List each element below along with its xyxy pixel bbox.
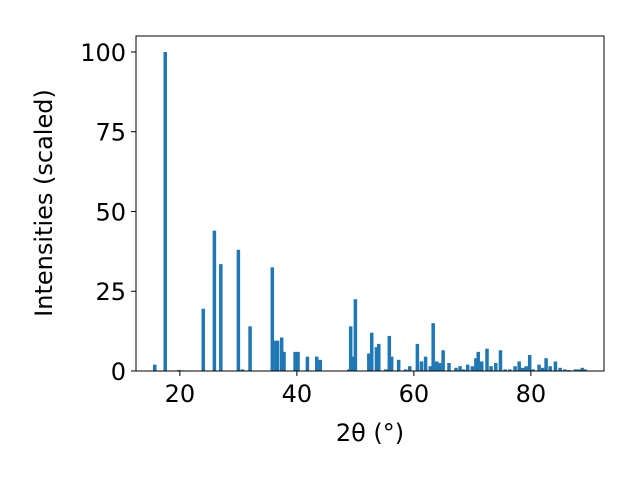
bar: [315, 356, 319, 371]
bar: [558, 367, 562, 371]
x-tick-label: 20: [165, 380, 196, 408]
x-tick-label: 80: [516, 380, 547, 408]
bar: [248, 326, 252, 371]
bar: [240, 369, 245, 371]
bar: [423, 356, 428, 371]
x-tick-label: 40: [282, 380, 313, 408]
bar: [513, 366, 517, 371]
bar: [374, 347, 379, 371]
bar: [282, 351, 286, 371]
bar: [434, 361, 439, 371]
bar: [408, 366, 412, 371]
bar: [389, 356, 394, 371]
plot-frame: [135, 35, 605, 372]
bar: [236, 249, 241, 371]
bar: [474, 358, 478, 371]
bar: [428, 366, 433, 371]
bar: [403, 369, 408, 371]
bar: [384, 369, 388, 371]
bar: [485, 348, 489, 371]
bar: [370, 332, 374, 371]
y-axis-label: Intensities (scaled): [30, 89, 58, 317]
bar: [387, 335, 392, 371]
bar: [454, 367, 458, 371]
bar: [527, 355, 532, 371]
bar: [553, 361, 558, 371]
bar: [212, 230, 217, 371]
bar: [415, 343, 420, 371]
bar: [476, 351, 480, 371]
bar: [458, 366, 462, 371]
bar: [293, 351, 297, 371]
bar: [465, 364, 470, 371]
y-axis-ticks: 0 25 50 75 100: [80, 39, 136, 386]
bar: [470, 366, 475, 371]
bar: [163, 51, 168, 371]
bar: [437, 363, 442, 371]
bar: [537, 364, 541, 371]
bar: [353, 299, 358, 371]
x-tick-label: 60: [399, 380, 430, 408]
bar: [274, 340, 278, 371]
bar: [305, 356, 310, 371]
bar: [524, 366, 528, 371]
bar: [318, 359, 323, 371]
bar: [563, 369, 567, 371]
bar: [544, 358, 548, 371]
bar: [461, 369, 466, 371]
x-axis-ticks: 20 40 60 80: [165, 371, 547, 408]
bar: [573, 369, 578, 371]
bar: [520, 367, 525, 371]
x-axis-label: 2θ (°): [336, 419, 404, 447]
y-tick-label: 0: [111, 358, 126, 386]
bar: [348, 326, 353, 371]
bar-series: [152, 51, 588, 371]
bar: [503, 369, 507, 371]
bar: [583, 369, 588, 371]
bar: [447, 363, 451, 371]
bar: [548, 366, 552, 371]
bar: [219, 264, 223, 371]
bar: [152, 364, 157, 371]
bar: [489, 366, 493, 371]
y-tick-label: 75: [95, 119, 126, 147]
bar: [441, 350, 445, 371]
bar: [531, 369, 535, 371]
bar: [351, 356, 355, 371]
bar: [275, 340, 280, 371]
bar: [580, 367, 585, 371]
bar: [377, 343, 381, 371]
y-tick-label: 25: [95, 278, 126, 306]
bar: [279, 337, 284, 371]
bar: [517, 361, 521, 371]
bar: [498, 350, 503, 371]
bar: [367, 353, 371, 371]
bar: [494, 363, 498, 371]
bar: [270, 267, 275, 371]
bar: [347, 369, 351, 371]
y-tick-label: 50: [95, 198, 126, 226]
bar: [296, 351, 300, 371]
bar: [396, 359, 401, 371]
y-tick-label: 100: [80, 39, 126, 67]
bar: [508, 369, 512, 371]
bar: [577, 369, 581, 371]
bar: [201, 308, 206, 371]
bar: [431, 323, 435, 371]
bar: [540, 367, 545, 371]
bar: [479, 361, 484, 371]
bar: [419, 361, 424, 371]
